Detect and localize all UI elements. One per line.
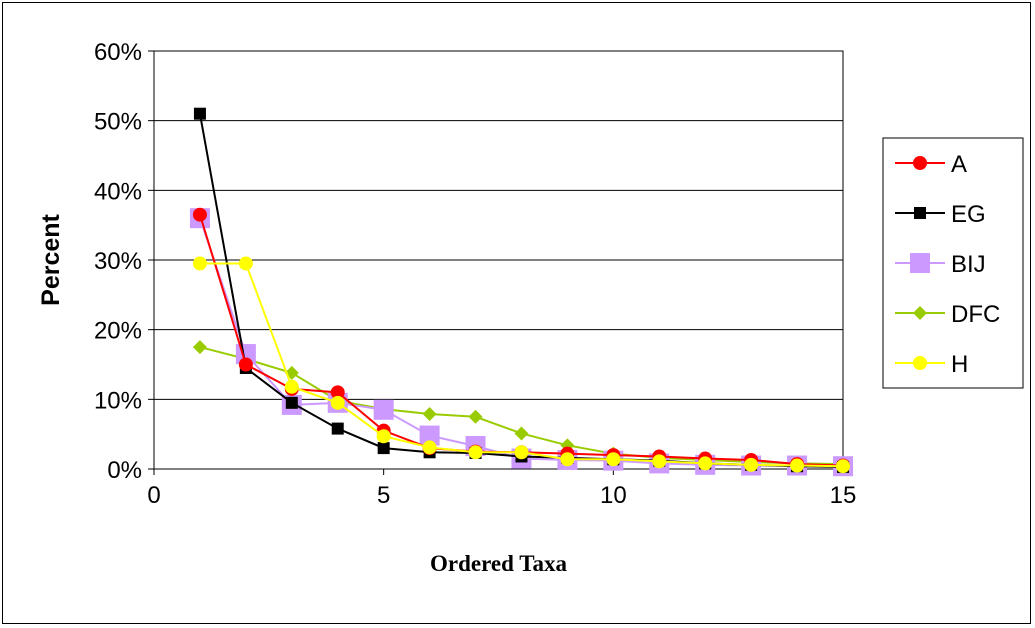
x-tick-label: 0 <box>147 482 160 509</box>
legend-label: EG <box>951 201 986 228</box>
series-h-point <box>468 445 483 460</box>
legend-label: DFC <box>951 301 1000 328</box>
series-h-point <box>790 458 805 473</box>
legend-item-h: H <box>895 351 968 378</box>
legend-label: H <box>951 351 968 378</box>
x-tick-label: 5 <box>377 482 390 509</box>
y-tick-label: 10% <box>94 387 142 414</box>
legend-label: BIJ <box>951 251 986 278</box>
legend-swatch-marker <box>913 306 927 320</box>
series-h-point <box>422 440 437 455</box>
x-tick-label: 10 <box>600 482 627 509</box>
series-eg-point <box>377 442 390 455</box>
y-axis-title: Percent <box>37 213 65 305</box>
series-h-point <box>238 256 253 271</box>
series-h <box>192 256 850 474</box>
y-tick-label: 50% <box>94 109 142 136</box>
series-eg <box>193 107 849 473</box>
series-h-point <box>652 454 667 469</box>
series-h-point <box>744 457 759 472</box>
legend-swatch-marker <box>914 207 926 219</box>
series-a-point <box>330 385 345 400</box>
legend-item-eg: EG <box>895 201 986 228</box>
y-tick-label: 30% <box>94 248 142 275</box>
series-h-point <box>514 445 529 460</box>
series-h-point <box>192 256 207 271</box>
series-h-point <box>836 459 850 474</box>
series-h-point <box>560 452 575 467</box>
series-dfc-point <box>422 406 437 421</box>
series-eg-point <box>285 396 298 409</box>
x-tick-label: 15 <box>830 482 857 509</box>
y-tick-label: 40% <box>94 178 142 205</box>
x-axis-ticks: 0 5 10 15 <box>147 469 856 509</box>
series-h-point <box>284 379 299 394</box>
legend-swatch-marker <box>910 253 930 273</box>
legend-item-bij: BIJ <box>895 251 986 278</box>
y-tick-label: 0% <box>107 457 142 484</box>
legend-item-dfc: DFC <box>895 301 1000 328</box>
y-axis-ticks: 0% 10% 20% 30% 40% 50% 60% <box>94 39 154 484</box>
legend-swatch-marker <box>913 156 927 170</box>
series-h-point <box>376 429 391 444</box>
series-eg-point <box>193 107 206 120</box>
series-dfc-point <box>468 409 483 424</box>
series-a-point <box>192 207 207 222</box>
series-layer <box>189 107 853 477</box>
legend-swatch-marker <box>913 356 927 370</box>
legend-item-a: A <box>895 151 967 178</box>
line-chart: 0 5 10 15 0% 10% 20% 30% 40% 50% 60% Ordered Taxa… <box>37 39 1024 576</box>
x-axis-title: Ordered Taxa <box>430 551 567 576</box>
series-h-point <box>330 395 345 410</box>
series-eg-point <box>331 422 344 435</box>
legend: A EG BIJ DFC H <box>882 137 1024 389</box>
y-tick-label: 20% <box>94 318 142 345</box>
series-dfc-point <box>514 426 529 441</box>
series-a-point <box>238 357 253 372</box>
gridlines <box>154 120 843 400</box>
legend-label: A <box>951 151 967 178</box>
series-h-point <box>698 456 713 471</box>
series-bij-point <box>373 399 394 420</box>
series-bij-point <box>419 425 440 446</box>
y-tick-label: 60% <box>94 39 142 66</box>
series-dfc-point <box>192 340 207 355</box>
series-h-point <box>606 452 621 467</box>
